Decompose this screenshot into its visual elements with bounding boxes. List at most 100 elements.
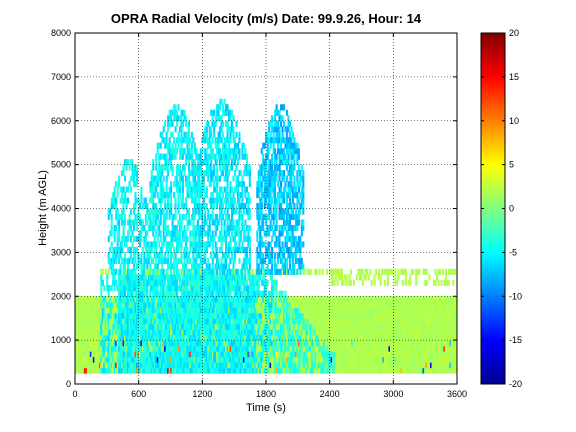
heatmap-cell	[232, 329, 235, 336]
heatmap-cell	[281, 170, 284, 177]
heatmap-cell	[245, 257, 248, 264]
heatmap-cell	[126, 296, 130, 303]
heatmap-cell	[333, 301, 336, 308]
heatmap-cell	[168, 340, 171, 347]
heatmap-cell	[219, 301, 222, 308]
heatmap-cell	[110, 263, 113, 270]
heatmap-cell	[144, 351, 147, 358]
heatmap-cell	[323, 318, 326, 325]
heatmap-cell	[164, 274, 167, 281]
heatmap-cell	[269, 159, 272, 166]
heatmap-cell	[238, 213, 241, 221]
heatmap-cell	[198, 235, 201, 242]
heatmap-cell	[275, 323, 278, 330]
heatmap-cell	[113, 356, 116, 363]
heatmap-cell	[171, 345, 174, 352]
heatmap-cell	[106, 274, 109, 281]
heatmap-cell	[178, 318, 182, 325]
heatmap-cell	[317, 334, 320, 341]
heatmap-cell	[260, 148, 263, 155]
heatmap-cell	[216, 318, 219, 325]
heatmap-cell	[245, 208, 248, 215]
heatmap-cell	[256, 356, 259, 363]
heatmap-cell	[196, 219, 199, 226]
heatmap-cell	[178, 301, 182, 308]
heatmap-cell	[192, 208, 195, 215]
heatmap-cell	[223, 362, 226, 369]
heatmap-cell	[192, 268, 195, 275]
heatmap-cell	[214, 263, 217, 270]
heatmap-cell	[134, 312, 137, 319]
heatmap-cell	[129, 301, 133, 308]
heatmap-cell	[233, 208, 237, 215]
heatmap-cell	[89, 329, 92, 336]
heatmap-cell	[144, 356, 147, 363]
heatmap-cell	[219, 213, 222, 221]
heatmap-cell	[113, 307, 116, 314]
heatmap-cell	[181, 109, 185, 116]
heatmap-cell	[288, 362, 292, 369]
heatmap-cell	[230, 345, 234, 352]
heatmap-cell	[150, 340, 153, 347]
heatmap-cell	[199, 186, 202, 193]
heatmap-cell	[210, 153, 213, 160]
heatmap-cell	[153, 186, 156, 193]
heatmap-cell	[315, 351, 318, 358]
heatmap-cell	[109, 230, 112, 237]
heatmap-cell	[245, 153, 248, 160]
heatmap-cell	[187, 340, 190, 347]
heatmap-cell	[210, 197, 213, 204]
heatmap-cell	[321, 362, 324, 369]
heatmap-cell	[248, 274, 251, 281]
heatmap-cell	[299, 329, 302, 336]
heatmap-cell	[277, 312, 280, 319]
heatmap-cell	[177, 296, 180, 303]
heatmap-cell	[150, 208, 153, 215]
heatmap-cell	[101, 323, 104, 330]
heatmap-cell	[247, 367, 250, 374]
heatmap-cell	[299, 268, 302, 275]
heatmap-cell	[177, 219, 180, 226]
heatmap-cell	[140, 186, 143, 193]
heatmap-cell	[190, 356, 193, 363]
heatmap-cell	[277, 164, 280, 171]
heatmap-cell	[131, 345, 134, 352]
heatmap-cell	[91, 367, 94, 374]
heatmap-cell	[222, 351, 225, 358]
heatmap-cell	[137, 356, 140, 363]
heatmap-cell	[147, 345, 150, 352]
heatmap-cell	[332, 312, 335, 319]
heatmap-cell	[79, 318, 82, 325]
heatmap-cell	[248, 252, 251, 259]
heatmap-cell	[165, 203, 168, 210]
heatmap-cell	[330, 323, 333, 330]
heatmap-cell	[225, 274, 228, 281]
heatmap-cell	[271, 285, 274, 292]
heatmap-cell	[277, 345, 280, 352]
heatmap-cell	[244, 274, 247, 281]
heatmap-cell	[129, 274, 133, 281]
heatmap-cell	[132, 301, 136, 308]
heatmap-cell	[284, 323, 287, 330]
heatmap-cell	[339, 367, 342, 374]
heatmap-cell	[176, 181, 179, 188]
heatmap-cell	[176, 367, 179, 374]
heatmap-cell	[263, 296, 266, 303]
heatmap-cell	[149, 323, 152, 330]
heatmap-cell	[193, 268, 196, 275]
heatmap-cell	[135, 351, 138, 358]
heatmap-cell	[278, 186, 281, 193]
heatmap-cell	[168, 367, 171, 374]
heatmap-cell	[329, 323, 332, 330]
heatmap-cell	[107, 290, 110, 297]
heatmap-cell	[88, 340, 91, 347]
heatmap-cell	[287, 203, 290, 210]
heatmap-cell	[79, 329, 82, 336]
heatmap-cell	[153, 268, 156, 275]
heatmap-cell	[196, 274, 199, 281]
heatmap-cell	[204, 318, 207, 325]
heatmap-cell	[152, 296, 155, 303]
heatmap-cell	[311, 356, 314, 363]
heatmap-cell	[187, 334, 190, 341]
heatmap-cell	[79, 340, 82, 347]
